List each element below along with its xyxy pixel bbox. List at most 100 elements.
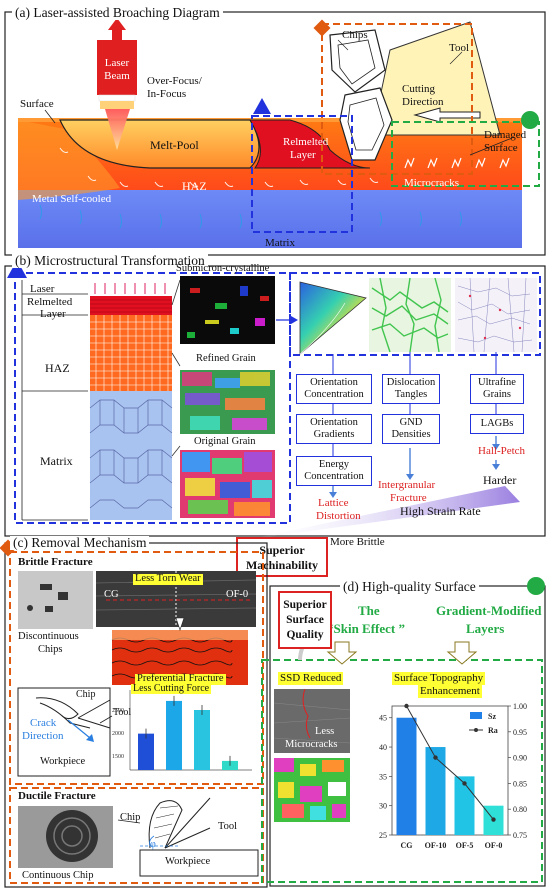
skin-effect-label-2: “Skin Effect ”: [327, 621, 405, 636]
box-energy-concentration: Energy Concentration: [296, 456, 372, 486]
damaged-surface-label-1: Damaged: [484, 129, 527, 141]
superior-machinability-line-1: Superior: [259, 543, 305, 557]
svg-text:2500: 2500: [112, 708, 124, 714]
box-gnd-densities: GND Densities: [382, 414, 440, 444]
y2-tick-label: 1.00: [513, 702, 527, 711]
ra-point: [462, 781, 467, 786]
y-tick-label: 30: [379, 802, 387, 811]
ssd-reduced-label: SSD Reduced: [278, 672, 344, 685]
more-brittle-label: More Brittle: [330, 536, 385, 548]
skin-effect-label-1: The: [358, 603, 380, 618]
microcracks-label: Microcracks: [404, 177, 459, 189]
y-tick-label: 45: [379, 714, 387, 723]
gradient-layers-label-1: Gradient-Modified: [436, 603, 542, 618]
y-tick-label: 25: [379, 831, 387, 840]
surface-topography-label-1: Surface Topography: [392, 672, 486, 685]
svg-text:2000: 2000: [112, 731, 124, 737]
less-microcracks-label-1: Less: [315, 726, 335, 737]
superior-surface-box: Superior Surface Quality: [278, 591, 332, 649]
panel-a-drawing: [4, 11, 546, 256]
layer-laser-label: Laser: [30, 283, 55, 295]
melt-pool-label: Melt-Pool: [150, 138, 199, 152]
superior-surface-line-3: Quality: [286, 629, 324, 641]
brittle-fracture-label: Brittle Fracture: [18, 556, 93, 568]
panel-c-d-drawing: 2000 1500 2500 25 30 35 40 45 0.75 0.80 0.85 0.90 0…: [0, 539, 546, 888]
x-tick-label: OF-0: [485, 841, 503, 850]
superior-surface-line-1: Superior: [283, 599, 327, 611]
box-dislocation-tangles: Dislocation Tangles: [382, 374, 440, 404]
tool-label: Tool: [449, 42, 470, 54]
layer-matrix-label: Matrix: [40, 454, 73, 468]
y-tick-label: 35: [379, 772, 387, 781]
less-cutting-force-label: Less Cutting Force: [131, 683, 212, 694]
lattice-label-1: Lattice: [318, 497, 349, 509]
damaged-surface-label-2: Surface: [484, 142, 518, 154]
x-tick-label: OF-10: [425, 841, 447, 850]
legend-sz-label: Sz: [488, 712, 496, 721]
force-bar: [194, 710, 210, 770]
ductile-fracture-label: Ductile Fracture: [18, 790, 96, 802]
legend-sz-swatch: [470, 712, 482, 719]
box-orientation-concentration: Orientation Concentration: [296, 374, 372, 404]
focus-label-2: In-Focus: [147, 88, 187, 100]
force-bar: [166, 700, 182, 770]
less-torn-wear-label: Less Torn Wear: [133, 573, 203, 585]
chart-plot-area: [391, 705, 509, 836]
panel-b-drawing: [4, 260, 546, 540]
layer-remelted-label-2: Layer: [40, 308, 66, 320]
ra-point: [404, 703, 409, 709]
sz-bar: [454, 776, 475, 835]
panel-b-title: (b) Microstructural Transformation: [12, 254, 208, 268]
y2-tick-label: 0.85: [513, 779, 527, 788]
box-ultrafine-grains: Ultrafine Grains: [470, 374, 524, 404]
cutting-direction-label-1: Cutting: [402, 83, 436, 95]
y2-tick-label: 0.80: [513, 805, 527, 814]
superior-machinability-box: Superior Machinability: [236, 537, 328, 577]
y2-tick-label: 0.90: [513, 754, 527, 763]
matrix-label: Matrix: [265, 237, 295, 249]
remelted-label-1: Relmelted: [283, 136, 329, 148]
layer-haz-label: HAZ: [45, 361, 70, 375]
chips-label: Chips: [342, 29, 368, 41]
ra-line: [406, 705, 494, 820]
remelted-label-2: Layer: [290, 149, 316, 161]
workpiece-label: Workpiece: [40, 756, 86, 767]
panel-d-title: (d) High-quality Surface: [340, 580, 479, 594]
laser-beam-label-1: Laser: [104, 57, 130, 69]
ductile-chip-label: Chip: [120, 812, 141, 823]
ductile-workpiece-label: Workpiece: [165, 856, 211, 867]
crack-chip-label: Chip: [76, 689, 96, 700]
x-tick-label: CG: [401, 841, 413, 850]
crack-direction-label-1: Crack: [30, 717, 57, 729]
gradient-layers-label-2: Layers: [466, 621, 505, 636]
focus-label-1: Over-Focus/: [147, 75, 202, 87]
ra-point: [491, 817, 496, 822]
superior-surface-line-2: Surface: [286, 614, 324, 626]
svg-text:1500: 1500: [112, 754, 124, 760]
self-cooled-label: Metal Self-cooled: [32, 193, 112, 205]
phi-label: φ: [150, 839, 156, 850]
grain-refined-label: Refined Grain: [196, 353, 256, 364]
lattice-label-2: Distortion: [316, 510, 361, 522]
box-orientation-gradients: Orientation Gradients: [296, 414, 372, 444]
surface-label: Surface: [20, 98, 54, 110]
surface-topography-label-2: Enhancement: [418, 685, 482, 698]
layer-remelted-label-1: Relmelted: [27, 296, 73, 308]
ductile-tool-label: Tool: [218, 821, 238, 832]
grain-submicron-label: Submicron-crystalline: [176, 263, 270, 274]
legend-ra-marker: [474, 728, 478, 732]
crack-direction-label-2: Direction: [22, 730, 64, 742]
cutting-direction-label-2: Direction: [402, 96, 444, 108]
haz-label: HAZ: [182, 179, 207, 193]
continuous-chip-label: Continuous Chip: [22, 870, 94, 881]
sz-bar: [425, 747, 446, 835]
legend-ra-label: Ra: [488, 726, 498, 735]
sz-bar: [396, 717, 417, 835]
x-tick-label: OF-5: [456, 841, 474, 850]
grain-original-label: Original Grain: [194, 436, 256, 447]
panel-a-title: (a) Laser-assisted Broaching Diagram: [12, 6, 223, 20]
y2-tick-label: 0.95: [513, 728, 527, 737]
laser-beam-label-2: Beam: [104, 70, 130, 82]
box-lagbs: LAGBs: [470, 414, 524, 434]
